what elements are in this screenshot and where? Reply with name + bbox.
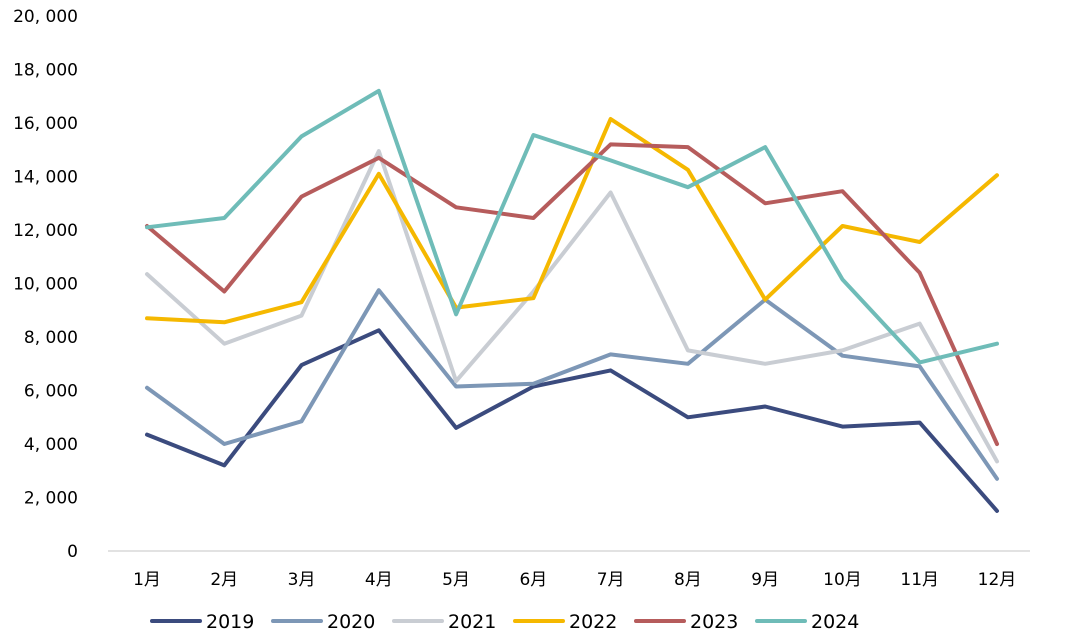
legend-label: 2020 xyxy=(327,611,375,633)
legend-item-2020: 2020 xyxy=(271,611,375,633)
x-tick-label: 1月 xyxy=(133,570,161,590)
y-tick-label: 2, 000 xyxy=(24,489,78,509)
x-tick-label: 12月 xyxy=(978,570,1017,590)
y-tick-label: 6, 000 xyxy=(24,382,78,402)
y-tick-label: 12, 000 xyxy=(13,221,78,241)
x-tick-label: 7月 xyxy=(597,570,625,590)
series-line-2020 xyxy=(145,288,999,481)
legend-item-2019: 2019 xyxy=(150,611,254,633)
legend-label: 2022 xyxy=(569,611,617,633)
legend-label: 2019 xyxy=(206,611,254,633)
legend-item-2021: 2021 xyxy=(392,611,496,633)
x-tick-label: 5月 xyxy=(442,570,470,590)
y-tick-label: 16, 000 xyxy=(13,114,78,134)
series-line-2021 xyxy=(145,149,999,464)
y-tick-label: 14, 000 xyxy=(13,168,78,188)
x-tick-label: 9月 xyxy=(751,570,779,590)
x-tick-label: 10月 xyxy=(823,570,862,590)
y-tick-label: 10, 000 xyxy=(13,275,78,295)
legend-label: 2021 xyxy=(448,611,496,633)
legend: 2019 2020 2021 2022 2023 2024 xyxy=(150,611,859,633)
series-line-2022 xyxy=(145,117,999,325)
x-axis-ticks: 1月 2月 3月 4月 5月 6月 7月 8月 9月 10月 11月 12月 xyxy=(133,570,1016,590)
y-tick-label: 20, 000 xyxy=(13,7,78,27)
x-tick-label: 8月 xyxy=(674,570,702,590)
legend-item-2022: 2022 xyxy=(513,611,617,633)
x-tick-label: 11月 xyxy=(900,570,939,590)
series-lines xyxy=(145,88,999,513)
legend-item-2023: 2023 xyxy=(634,611,738,633)
legend-label: 2024 xyxy=(811,611,859,633)
y-tick-label: 4, 000 xyxy=(24,435,78,455)
x-tick-label: 6月 xyxy=(519,570,547,590)
x-tick-label: 3月 xyxy=(288,570,316,590)
x-tick-label: 4月 xyxy=(365,570,393,590)
legend-label: 2023 xyxy=(690,611,738,633)
y-tick-label: 18, 000 xyxy=(13,61,78,81)
series-line-2024 xyxy=(145,88,999,365)
y-tick-label: 8, 000 xyxy=(24,328,78,348)
series-line-2023 xyxy=(145,142,999,446)
y-tick-label: 0 xyxy=(67,542,78,562)
series-line-2019 xyxy=(145,328,999,513)
x-tick-label: 2月 xyxy=(210,570,238,590)
legend-item-2024: 2024 xyxy=(755,611,859,633)
y-axis-ticks: 0 2, 000 4, 000 6, 000 8, 000 10, 000 12, 000 1… xyxy=(13,7,78,562)
